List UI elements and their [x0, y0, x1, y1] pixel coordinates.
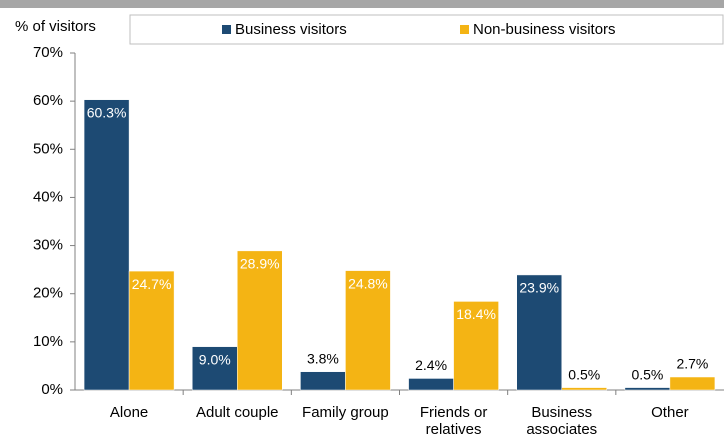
y-axis-label: % of visitors [15, 18, 96, 35]
bar [237, 250, 283, 391]
data-label: 9.0% [199, 351, 231, 367]
y-tick-label: 0% [41, 381, 63, 398]
data-label: 24.7% [132, 276, 172, 292]
legend-box [129, 14, 724, 45]
bar [408, 378, 454, 391]
y-tick-label: 10% [33, 333, 63, 350]
data-label: 0.5% [631, 366, 663, 382]
data-label: 28.9% [240, 256, 280, 272]
y-tick-label: 30% [33, 237, 63, 254]
bar [300, 371, 346, 391]
legend-label: Non-business visitors [473, 21, 616, 38]
data-label: 3.8% [307, 350, 339, 366]
y-tick-label: 60% [33, 92, 63, 109]
top-band [0, 0, 724, 8]
data-label: 0.5% [568, 366, 600, 382]
x-tick-label: Alone [109, 404, 149, 421]
x-tick-label: Family group [302, 404, 389, 421]
data-label: 18.4% [456, 306, 496, 322]
data-label: 60.3% [87, 104, 127, 120]
y-tick-label: 50% [33, 140, 63, 157]
x-tick-label: Business associates [526, 404, 598, 438]
legend-swatch [222, 25, 231, 34]
y-tick-label: 40% [33, 188, 63, 205]
x-tick-label: Adult couple [195, 404, 279, 421]
bar [345, 270, 391, 391]
data-label: 23.9% [519, 280, 559, 296]
legend-label: Business visitors [235, 21, 347, 38]
bar [83, 99, 130, 391]
y-tick-label: 20% [33, 285, 63, 302]
bar [624, 387, 671, 391]
bar [669, 376, 716, 391]
data-label: 2.7% [676, 356, 708, 372]
bar [128, 270, 175, 391]
y-tick-label: 70% [33, 44, 63, 61]
legend-swatch [460, 25, 469, 34]
bar [453, 301, 499, 391]
data-label: 24.8% [348, 275, 388, 291]
x-tick-label: Friends or relatives [419, 404, 488, 438]
bar [192, 346, 238, 391]
bar [561, 387, 607, 391]
bar [516, 274, 562, 391]
x-tick-label: Other [651, 404, 689, 421]
data-label: 2.4% [415, 357, 447, 373]
